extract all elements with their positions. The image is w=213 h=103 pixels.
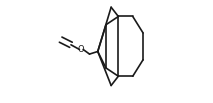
Text: O: O <box>78 45 85 54</box>
